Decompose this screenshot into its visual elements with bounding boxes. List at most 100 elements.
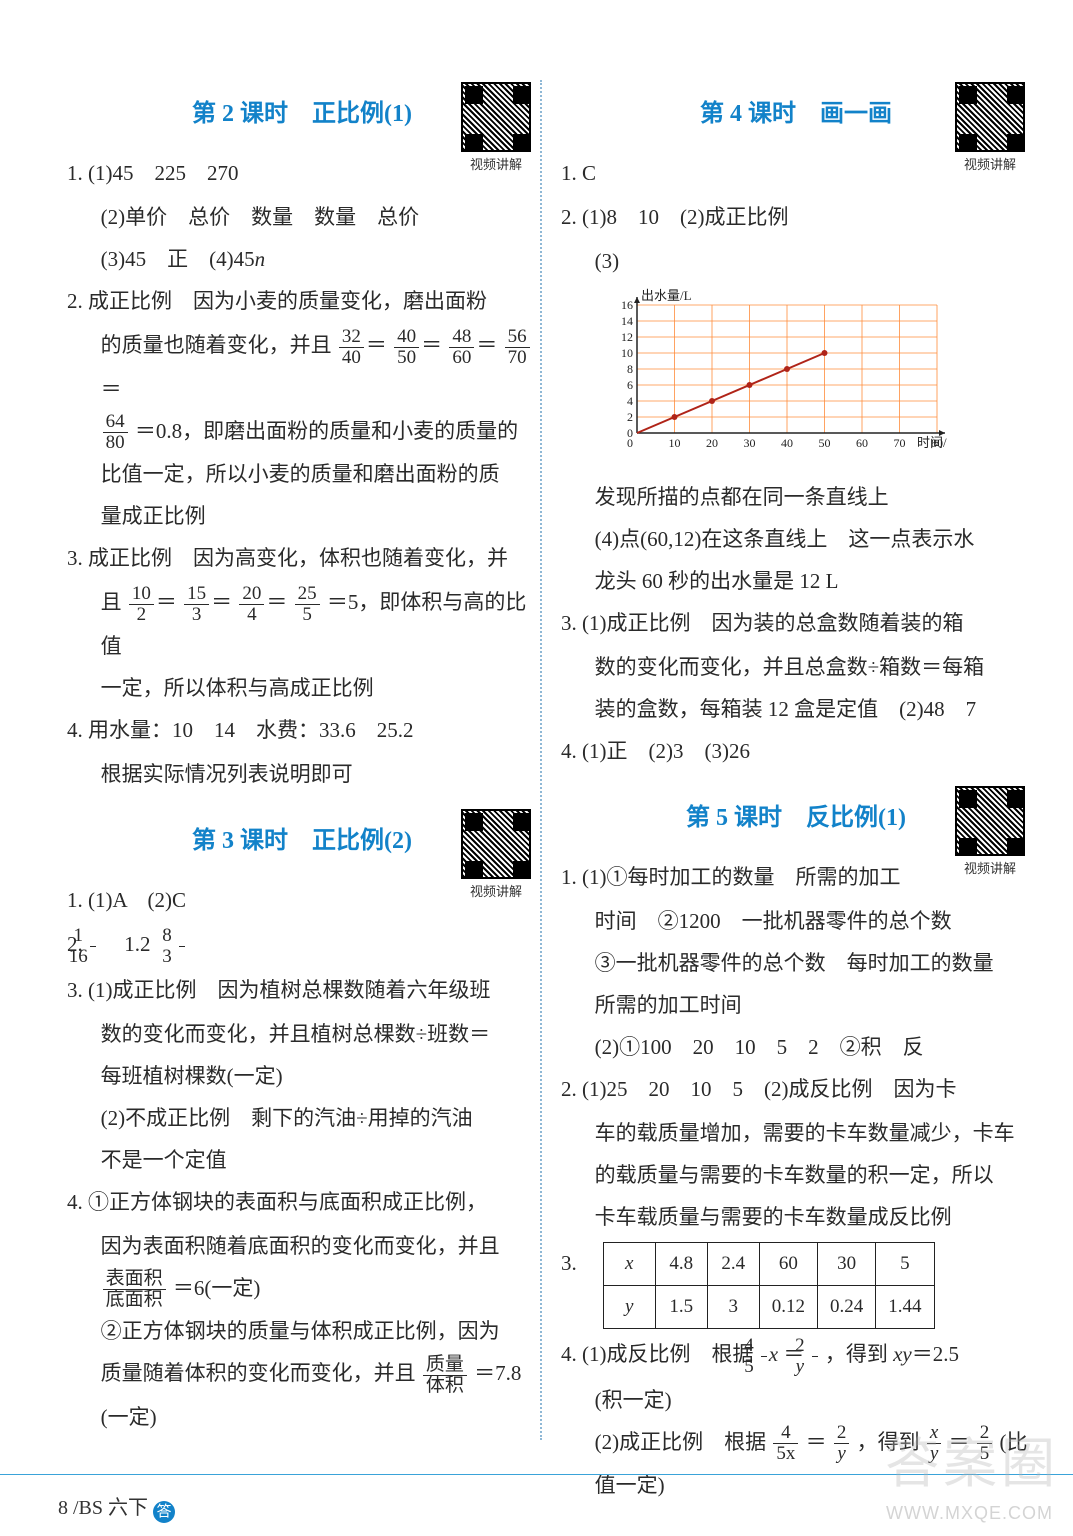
frac: 4050	[394, 327, 419, 368]
l3-q3a: 3. (1)成正比例 因为植树总棵数随着六年级班	[67, 969, 537, 1011]
frac: 质量体积	[423, 1355, 467, 1396]
svg-text:50: 50	[819, 436, 831, 450]
frac: 255	[295, 584, 320, 625]
l5-q1c: ③一批机器零件的总个数 每时加工的数量	[561, 942, 1031, 984]
l3-q3c: 每班植树棵数(一定)	[67, 1055, 537, 1097]
l3-q4c: 表面积底面积 ＝6(一定)	[67, 1267, 537, 1311]
frac: 116	[90, 926, 96, 967]
l2-q4b: 根据实际情况列表说明即可	[67, 753, 537, 795]
l5-q3: 3. x4.82.460305y1.530.120.241.44	[561, 1238, 1031, 1333]
frac: 83	[179, 926, 185, 967]
frac: 204	[239, 584, 264, 625]
l5-q4c: (2)成正比例 根据 45x ＝ 2y ，得到 xy ＝ 25 (比	[561, 1421, 1031, 1465]
frac: 25	[977, 1423, 993, 1464]
l2-q2d: 比值一定，所以小麦的质量和磨出面粉的质	[67, 453, 537, 495]
frac: 45	[761, 1336, 767, 1377]
qr-icon	[461, 809, 531, 879]
chart-svg: 024681012141610203040506070800出水量/L时间/秒	[607, 288, 947, 458]
text: ，得到	[857, 1430, 920, 1454]
l3-q4d: ②正方体钢块的质量与体积成正比例，因为	[67, 1310, 537, 1352]
lesson3-qr: 视频讲解	[461, 809, 531, 905]
lesson4-title: 第 4 课时 画一画	[700, 90, 892, 138]
frac: 4860	[449, 327, 474, 368]
l5-q4b: (积一定)	[561, 1379, 1031, 1421]
l5-q1d: 所需的加工时间	[561, 984, 1031, 1026]
text: (比	[1000, 1430, 1028, 1454]
qr-icon	[955, 82, 1025, 152]
frac: 3240	[339, 327, 364, 368]
l3-q2: 2. 116 1.2 83	[67, 923, 537, 967]
qr-label: 视频讲解	[461, 152, 531, 178]
l4-q3a: 3. (1)成正比例 因为装的总盒数随着装的箱	[561, 602, 1031, 644]
l3-q4b: 因为表面积随着底面积的变化而变化，并且	[67, 1225, 537, 1267]
text: ＝	[101, 377, 122, 401]
lesson2-title: 第 2 课时 正比例(1)	[192, 90, 412, 138]
text: 且	[101, 590, 122, 614]
svg-text:70: 70	[894, 436, 906, 450]
l2-q2a: 2. 成正比例 因为小麦的质量变化，磨出面粉	[67, 280, 537, 322]
footer-code: /BS 六下	[73, 1497, 148, 1519]
var-xy: xy	[893, 1342, 912, 1366]
l3-q4e: 质量随着体积的变化而变化，并且 质量体积 ＝7.8	[67, 1352, 537, 1396]
svg-text:40: 40	[781, 436, 793, 450]
text: ＝7.8	[474, 1361, 521, 1385]
frac: 5670	[505, 327, 530, 368]
outflow-chart: 024681012141610203040506070800出水量/L时间/秒	[607, 288, 1031, 472]
svg-text:60: 60	[856, 436, 868, 450]
l3-q4a: 4. ①正方体钢块的表面积与底面积成正比例，	[67, 1181, 537, 1223]
svg-text:20: 20	[706, 436, 718, 450]
page-number: 8	[58, 1497, 68, 1519]
text: ，得到	[825, 1342, 893, 1366]
frac: xy	[927, 1423, 941, 1464]
text: 质量随着体积的变化而变化，并且	[101, 1361, 416, 1385]
qr-label: 视频讲解	[461, 879, 531, 905]
text: 1.2	[103, 932, 171, 956]
l2-q2b: 的质量也随着变化，并且 3240＝ 4050＝ 4860＝ 5670＝	[67, 324, 537, 410]
l5-q3-lead: 3.	[561, 1238, 577, 1284]
svg-text:10: 10	[621, 346, 633, 360]
l5-q2d: 卡车载质量与需要的卡车数量成反比例	[561, 1196, 1031, 1238]
qr-icon	[955, 786, 1025, 856]
text: ＝	[949, 1430, 970, 1454]
l5-q1b: 时间 ②1200 一批机器零件的总个数	[561, 900, 1031, 942]
lesson5-title: 第 5 课时 反比例(1)	[686, 794, 906, 842]
svg-text:14: 14	[621, 314, 633, 328]
l4-q2-4b: 龙头 60 秒的出水量是 12 L	[561, 560, 1031, 602]
l2-q1-2: (2)单价 总价 数量 数量 总价	[67, 196, 537, 238]
l2-q4a: 4. 用水量：10 14 水费：33.6 25.2	[67, 709, 537, 751]
qr-label: 视频讲解	[955, 152, 1025, 178]
var-x: x	[769, 1342, 778, 1366]
l3-q3b: 数的变化而变化，并且植树总棵数÷班数＝	[67, 1013, 537, 1055]
text: ＝	[806, 1430, 827, 1454]
l3-q4f: (一定)	[67, 1396, 537, 1438]
l4-q2-3: (3)	[561, 240, 1031, 282]
l4-q4: 4. (1)正 (2)3 (3)26	[561, 730, 1031, 772]
svg-text:8: 8	[627, 362, 633, 376]
lesson5-header: 第 5 课时 反比例(1) 视频讲解	[561, 794, 1031, 842]
l3-q3e: 不是一个定值	[67, 1139, 537, 1181]
frac: 2y	[812, 1336, 818, 1377]
svg-text:2: 2	[627, 410, 633, 424]
frac: 102	[129, 584, 154, 625]
l2-q2c: 6480 ＝0.8，即磨出面粉的质量和小麦的质量的	[67, 410, 537, 454]
l5-q2a: 2. (1)25 20 10 5 (2)成反比例 因为卡	[561, 1068, 1031, 1110]
lesson3-title: 第 3 课时 正比例(2)	[192, 817, 412, 865]
svg-text:4: 4	[627, 394, 633, 408]
l4-q2-4a: (4)点(60,12)在这条直线上 这一点表示水	[561, 518, 1031, 560]
frac: 153	[184, 584, 209, 625]
svg-text:30: 30	[744, 436, 756, 450]
lesson4-qr: 视频讲解	[955, 82, 1025, 178]
column-divider	[540, 80, 542, 1440]
l2-q3d: 一定，所以体积与高成正比例	[67, 667, 537, 709]
l3-q3d: (2)不成正比例 剩下的汽油÷用掉的汽油	[67, 1097, 537, 1139]
footer-badge: 答	[153, 1501, 175, 1523]
qr-label: 视频讲解	[955, 856, 1025, 882]
l4-q3c: 装的盒数，每箱装 12 盒是定值 (2)48 7	[561, 688, 1031, 730]
l5-q1e: (2)①100 20 10 5 2 ②积 反	[561, 1026, 1031, 1068]
page: 第 2 课时 正比例(1) 视频讲解 1. (1)45 225 270 (2)单…	[0, 0, 1073, 1440]
left-column: 第 2 课时 正比例(1) 视频讲解 1. (1)45 225 270 (2)单…	[55, 80, 549, 1440]
l4-q2-3a: 发现所描的点都在同一条直线上	[561, 476, 1031, 518]
frac: 2y	[834, 1423, 850, 1464]
frac: 45x	[773, 1423, 798, 1464]
text: (2)成正比例 根据	[595, 1430, 767, 1454]
